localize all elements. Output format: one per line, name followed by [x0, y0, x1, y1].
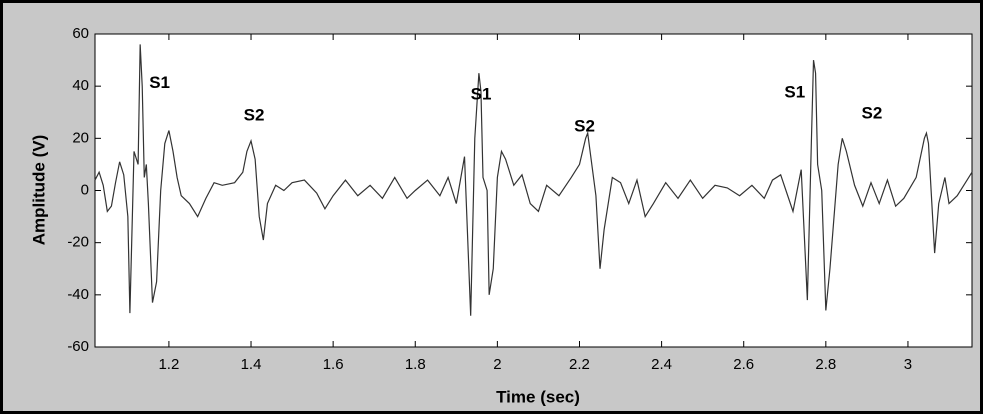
- x-axis-label: Time (sec): [496, 387, 580, 406]
- y-tick-label: -40: [67, 286, 89, 303]
- y-tick-label: -60: [67, 338, 89, 355]
- annotation: S2: [244, 106, 265, 125]
- plot-area: [94, 33, 973, 348]
- x-tick-label: 2.8: [815, 356, 836, 373]
- annotation: S2: [574, 117, 595, 136]
- annotation: S1: [784, 82, 805, 101]
- x-tick-label: 1.4: [241, 356, 262, 373]
- x-tick-label: 2: [493, 356, 501, 373]
- y-axis-label: Amplitude (V): [29, 135, 48, 246]
- y-tick-label: 40: [72, 77, 89, 94]
- y-tick-label: -20: [67, 234, 89, 251]
- annotation: S1: [149, 73, 170, 92]
- x-tick-label: 1.8: [405, 356, 426, 373]
- x-tick-label: 3: [904, 356, 912, 373]
- x-tick-label: 2.2: [569, 356, 590, 373]
- signal-line: [94, 44, 973, 316]
- annotation: S1: [471, 85, 492, 104]
- x-tick-label: 1.2: [158, 356, 179, 373]
- annotation: S2: [862, 104, 883, 123]
- x-tick-label: 2.4: [651, 356, 672, 373]
- y-tick-label: 0: [81, 181, 89, 198]
- y-tick-label: 20: [72, 129, 89, 146]
- x-tick-label: 1.6: [323, 356, 344, 373]
- y-tick-label: 60: [72, 25, 89, 42]
- x-tick-label: 2.6: [733, 356, 754, 373]
